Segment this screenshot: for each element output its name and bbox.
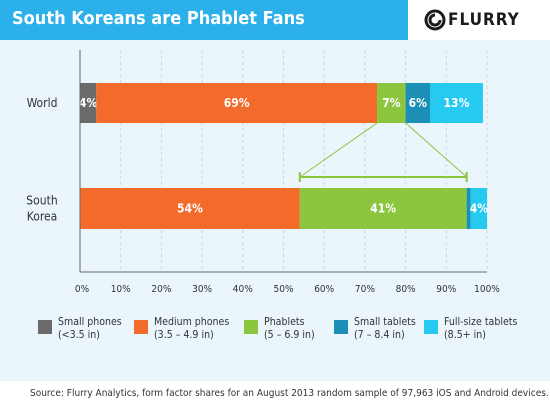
legend-series-range: (5 – 6.9 in)	[264, 329, 315, 341]
legend: Small phones (<3.5 in) Medium phones (3.5 –…	[0, 314, 550, 364]
legend-label: Medium phones (3.5 – 4.9 in)	[154, 316, 229, 342]
bar-segment	[96, 83, 378, 123]
x-tick-label: 60%	[314, 284, 334, 295]
legend-swatch	[424, 320, 438, 334]
x-tick-label: 10%	[111, 284, 131, 295]
bar-value-label: 41%	[370, 202, 396, 216]
flurry-logo: FLURRY	[408, 0, 550, 40]
x-tick-label: 100%	[474, 284, 500, 295]
zoom-line-right	[405, 122, 467, 178]
x-tick-label: 70%	[355, 284, 375, 295]
bar-value-label: 4%	[79, 96, 98, 110]
bar-segment	[470, 188, 487, 229]
legend-label: Phablets (5 – 6.9 in)	[264, 316, 315, 342]
legend-swatch	[38, 320, 52, 334]
flurry-logo-icon	[424, 9, 446, 31]
legend-series-range: (8.5+ in)	[444, 329, 486, 341]
legend-swatch	[134, 320, 148, 334]
legend-label: Full-size tablets (8.5+ in)	[444, 316, 517, 342]
category-label: South	[26, 194, 57, 208]
legend-series-name: Small phones	[58, 316, 122, 328]
legend-series-name: Phablets	[264, 316, 305, 328]
legend-series-name: Medium phones	[154, 316, 230, 328]
bar-value-label: 69%	[224, 96, 250, 110]
x-tick-label: 20%	[151, 284, 171, 295]
bar-segment	[80, 83, 97, 123]
legend-series-range: (7 – 8.4 in)	[354, 329, 405, 341]
bar-segment	[80, 188, 300, 229]
bar-value-label: 54%	[177, 202, 203, 216]
bar-value-label: 6%	[409, 96, 428, 110]
bar-segment	[299, 188, 467, 229]
source-note: Source: Flurry Analytics, form factor sh…	[30, 388, 549, 399]
flurry-logo-text: FLURRY	[448, 10, 520, 30]
x-tick-label: 80%	[396, 284, 416, 295]
legend-swatch	[244, 320, 258, 334]
zoom-line-left	[299, 122, 378, 178]
bar-value-label: 13%	[444, 96, 470, 110]
legend-label: Small phones (<3.5 in)	[58, 316, 122, 342]
x-tick-label: 50%	[274, 284, 294, 295]
bar-segment	[466, 188, 471, 229]
x-tick-label: 30%	[192, 284, 212, 295]
category-label: Korea	[27, 210, 58, 224]
legend-swatch	[334, 320, 348, 334]
x-tick-label: 40%	[233, 284, 253, 295]
x-tick-label: 0%	[75, 284, 90, 295]
chart-title: South Koreans are Phablet Fans	[12, 8, 305, 29]
bar-segment	[405, 83, 431, 123]
bar-segment	[430, 83, 483, 123]
legend-series-range: (<3.5 in)	[58, 329, 100, 341]
header-bar: South Koreans are Phablet Fans FLURRY	[0, 0, 550, 40]
x-tick-label: 90%	[436, 284, 456, 295]
category-label: World	[27, 96, 58, 110]
legend-series-name: Small tablets	[354, 316, 416, 328]
legend-label: Small tablets (7 – 8.4 in)	[354, 316, 416, 342]
bar-segment	[377, 83, 406, 123]
legend-series-name: Full-size tablets	[444, 316, 518, 328]
bar-value-label: 7%	[382, 96, 401, 110]
footer: Source: Flurry Analytics, form factor sh…	[0, 381, 550, 411]
bar-value-label: 4%	[470, 202, 489, 216]
stacked-bar-chart: 0% 10% 20% 30% 40% 50% 60% 70% 80% 90% 100% 4% 69% 7%…	[26, 50, 500, 295]
legend-series-range: (3.5 – 4.9 in)	[154, 329, 214, 341]
